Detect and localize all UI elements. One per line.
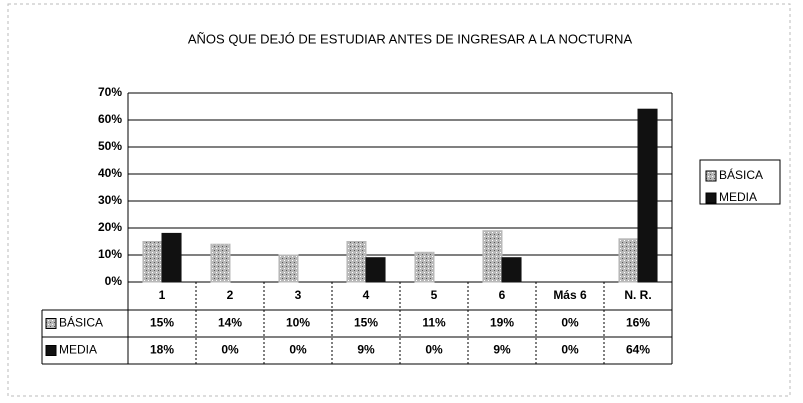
value-label: 10%	[286, 316, 310, 330]
y-tick-label: 20%	[98, 220, 122, 234]
y-tick-label: 50%	[98, 139, 122, 153]
y-tick-label: 60%	[98, 112, 122, 126]
bar	[618, 238, 639, 283]
x-tick-label: 1	[159, 288, 166, 302]
row-label: MEDIA	[59, 343, 97, 357]
value-label: 0%	[221, 343, 239, 357]
x-tick-label: N. R.	[624, 288, 651, 302]
bar	[637, 108, 658, 283]
y-tick-label: 30%	[98, 193, 122, 207]
value-label: 11%	[422, 316, 446, 330]
value-label: 15%	[150, 316, 174, 330]
legend-swatch	[705, 192, 717, 204]
row-swatch	[45, 345, 57, 356]
legend-box	[699, 159, 781, 205]
bar	[482, 230, 503, 283]
y-tick-label: 40%	[98, 166, 122, 180]
bar	[501, 257, 522, 283]
y-tick-label: 10%	[98, 247, 122, 261]
value-label: 14%	[218, 316, 242, 330]
value-label: 16%	[626, 316, 650, 330]
value-label: 19%	[490, 316, 514, 330]
value-label: 9%	[493, 343, 511, 357]
bar	[365, 257, 386, 283]
bar	[414, 251, 435, 283]
bar	[210, 243, 231, 283]
bar	[278, 254, 299, 283]
value-label: 18%	[150, 343, 174, 357]
bar	[142, 241, 163, 283]
bar	[346, 241, 367, 283]
x-tick-label: 6	[499, 288, 506, 302]
legend-label: MEDIA	[719, 190, 757, 204]
value-label: 64%	[626, 343, 650, 357]
value-label: 9%	[357, 343, 375, 357]
x-tick-label: 3	[295, 288, 302, 302]
legend-label: BÁSICA	[719, 167, 763, 182]
x-tick-label: 4	[363, 288, 370, 302]
value-label: 0%	[289, 343, 307, 357]
value-label: 15%	[354, 316, 378, 330]
value-label: 0%	[561, 316, 579, 330]
y-tick-label: 70%	[98, 85, 122, 99]
frame	[7, 3, 791, 397]
x-tick-label: 5	[431, 288, 438, 302]
x-tick-label: Más 6	[553, 288, 587, 302]
y-tick-label: 0%	[105, 274, 123, 288]
bar	[161, 232, 182, 283]
x-tick-label: 2	[227, 288, 234, 302]
legend-swatch	[705, 170, 717, 182]
value-label: 0%	[425, 343, 443, 357]
row-swatch	[45, 318, 57, 329]
row-label: BÁSICA	[59, 315, 103, 330]
value-label: 0%	[561, 343, 579, 357]
chart-title: AÑOS QUE DEJÓ DE ESTUDIAR ANTES DE INGRE…	[188, 31, 633, 46]
